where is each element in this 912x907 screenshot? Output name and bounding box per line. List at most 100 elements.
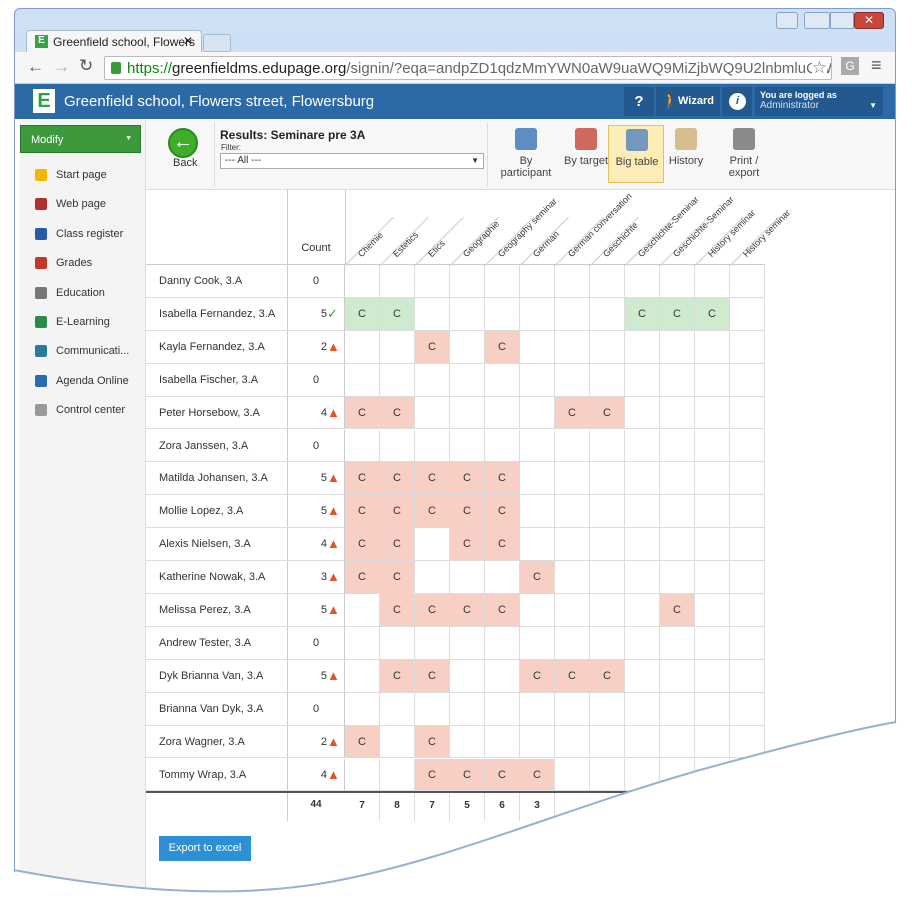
wizard-button[interactable]: 🚶 Wizard	[656, 87, 720, 116]
count-value: 3	[320, 571, 327, 584]
result-cell	[590, 330, 625, 364]
result-cell	[590, 561, 625, 594]
info-icon: i	[729, 93, 746, 110]
result-cell	[590, 462, 625, 496]
status-icon: ▲	[327, 470, 340, 486]
modify-button[interactable]: Modify ▼	[20, 125, 141, 153]
menu-item[interactable]: Web page	[56, 198, 106, 211]
result-cell: C	[485, 594, 520, 627]
status-icon: ▲	[327, 667, 340, 683]
result-cell	[625, 265, 660, 298]
participant-name: Dyk Brianna Van, 3.A	[146, 660, 287, 693]
count-cell: 3 ▲	[287, 561, 345, 594]
menu-icon[interactable]: ≡	[871, 55, 882, 75]
nav-back[interactable]: ←	[27, 57, 44, 76]
info-button[interactable]: i	[722, 87, 752, 116]
result-cell: C	[380, 462, 415, 496]
view-button[interactable]: Big table	[608, 125, 664, 183]
url-host: greenfieldms.edupage.org	[172, 60, 347, 77]
view-button[interactable]: By target	[558, 125, 614, 183]
cell-value: C	[393, 604, 401, 616]
help-button[interactable]: ?	[624, 87, 654, 116]
result-cell	[590, 429, 625, 463]
result-cell	[415, 528, 450, 562]
result-cell: C	[485, 528, 520, 562]
result-cell	[730, 692, 765, 726]
back-label[interactable]: Back	[173, 157, 198, 169]
status-icon: ▲	[327, 766, 340, 782]
result-cell	[450, 297, 485, 331]
cell-value: C	[358, 538, 366, 551]
result-cell	[380, 758, 415, 792]
participant-name: Melissa Perez, 3.A	[146, 594, 287, 627]
result-cell	[625, 462, 660, 496]
tab-close[interactable]: ✕	[182, 34, 193, 48]
url-field[interactable]: https://greenfieldms.edupage.org/signin/…	[104, 56, 832, 80]
minimize[interactable]	[804, 12, 830, 29]
user-menu[interactable]: You are logged as Administrator ▼	[755, 87, 883, 116]
status-icon: ▲	[327, 733, 340, 749]
result-cell	[660, 561, 695, 594]
result-cell	[380, 429, 415, 463]
result-cell	[520, 330, 555, 364]
toolbar: ← Back Results: Seminare pre 3A Filter: …	[146, 120, 895, 190]
result-cell	[345, 265, 380, 298]
new-tab[interactable]	[203, 34, 231, 52]
result-cell	[380, 725, 415, 759]
select-caret: ▼	[471, 156, 479, 165]
count-cell: 4 ▲	[287, 528, 345, 562]
result-cell	[590, 725, 625, 759]
result-cell: C	[415, 495, 450, 529]
bookmark-star[interactable]: ☆	[811, 58, 827, 78]
torn-edge	[0, 718, 912, 907]
maximize[interactable]	[830, 12, 854, 29]
view-button[interactable]: By participant	[498, 125, 554, 183]
menu-item[interactable]: Communicati...	[56, 345, 130, 358]
menu-item[interactable]: Start page	[56, 169, 107, 181]
result-cell	[695, 528, 730, 562]
status-icon: ▲	[327, 569, 340, 585]
nav-reload[interactable]: ↻	[79, 56, 94, 75]
view-button[interactable]: Print / export	[716, 125, 772, 183]
result-cell	[555, 363, 590, 397]
count-cell: 2 ▲	[287, 330, 345, 364]
result-cell	[450, 330, 485, 364]
result-cell	[450, 396, 485, 430]
menu-item[interactable]: Control center	[56, 404, 126, 417]
filter-select[interactable]: --- All --- ▼	[220, 153, 484, 169]
result-cell	[625, 561, 660, 594]
browser-tab[interactable]: E Greenfield school, Flowers ✕	[26, 30, 202, 52]
export-button[interactable]: Export to excel	[159, 836, 251, 861]
tab-icon: E	[35, 35, 48, 48]
user-button[interactable]	[776, 12, 798, 29]
back-icon[interactable]: ←	[168, 128, 198, 158]
result-cell	[415, 626, 450, 660]
result-cell: C	[380, 495, 415, 529]
logo[interactable]: E	[33, 89, 55, 113]
wizard-icon: 🚶	[661, 93, 680, 110]
menu-item[interactable]: Education	[56, 286, 105, 299]
result-cell	[730, 330, 765, 364]
extension-icon[interactable]: G	[841, 57, 859, 75]
view-button[interactable]: History	[658, 125, 714, 183]
menu-item[interactable]: Class register	[56, 227, 124, 240]
menu-item[interactable]: E-Learning	[56, 316, 110, 328]
count-cell: 0	[287, 429, 345, 463]
nav-forward[interactable]: →	[53, 57, 70, 76]
close[interactable]: ✕	[854, 12, 884, 29]
result-cell: C	[520, 659, 555, 693]
count-value: 0	[312, 373, 320, 386]
menu-item[interactable]: Agenda Online	[56, 374, 129, 387]
cell-value: C	[463, 505, 471, 518]
result-cell	[695, 462, 730, 496]
menu-item[interactable]: Grades	[56, 257, 93, 270]
cell-value: C	[463, 472, 471, 485]
count-divider	[345, 190, 346, 265]
cell-value: C	[568, 406, 576, 419]
result-cell	[590, 594, 625, 627]
result-cell	[730, 659, 765, 693]
participant-name: Kayla Fernandez, 3.A	[146, 331, 287, 364]
result-cell	[345, 330, 380, 364]
result-cell	[695, 330, 730, 364]
total-cell: 7	[415, 793, 450, 822]
